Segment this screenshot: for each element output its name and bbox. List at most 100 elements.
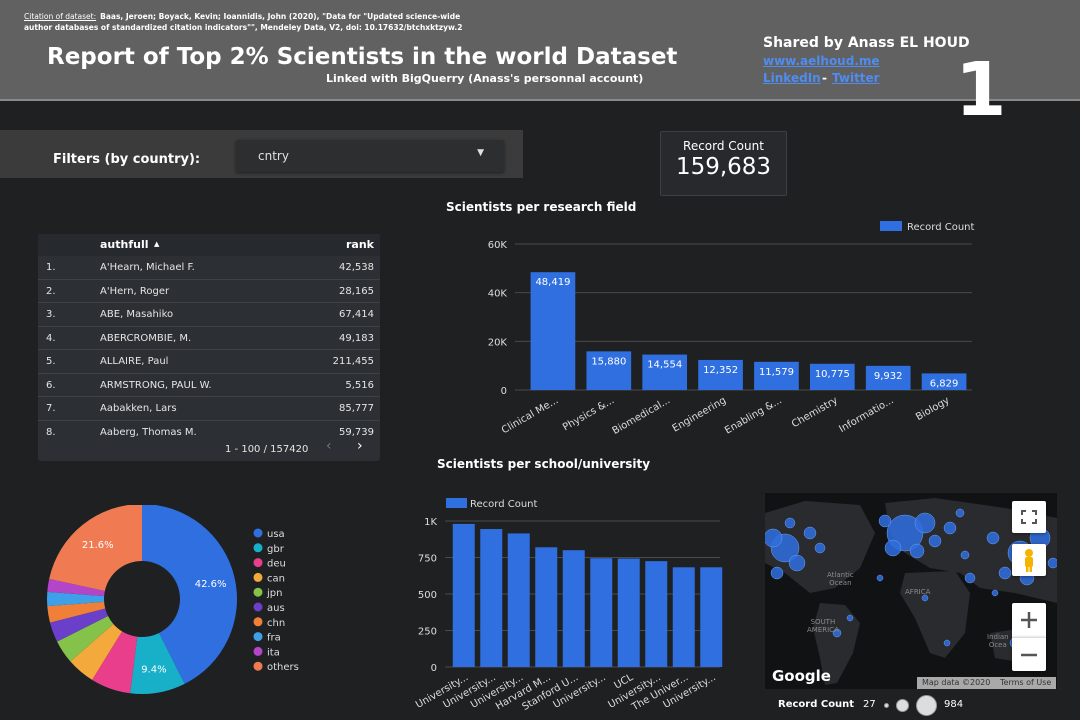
row-rank: 67,414 (339, 309, 374, 320)
bar (698, 359, 743, 390)
country-filter-dropdown[interactable]: cntry ▼ (236, 140, 504, 172)
row-name: A'Hern, Roger (100, 285, 170, 297)
row-name: ABERCROMBIE, M. (100, 332, 192, 344)
map-fullscreen-button[interactable] (1012, 501, 1046, 533)
row-rank: 59,739 (339, 426, 374, 438)
legend-dot (253, 528, 263, 538)
geo-bubble-map[interactable]: Atlantic Ocean AFRICA SOUTH AMERICA Indian… (765, 493, 1057, 689)
legend-label: ita (267, 647, 280, 658)
bar (586, 351, 632, 390)
bar (617, 558, 640, 667)
table-row[interactable]: 1. A'Hearn, Michael F. 42,538 (38, 256, 380, 280)
school-chart-title: Scientists per school/university (437, 457, 651, 471)
table-row[interactable]: 3. ABE, Masahiko 67,414 (38, 303, 380, 327)
bar-value-label: 12,352 (703, 365, 738, 376)
field-bar-chart: 0 20K 40K 60K Record Count 48,419 Clinical Me.… (488, 221, 975, 437)
website-link[interactable]: www.aelhoud.me (763, 54, 880, 68)
bar (452, 523, 475, 667)
bar-value-label: 15,880 (591, 356, 626, 367)
legend-dot (253, 602, 263, 612)
twitter-link[interactable]: Twitter (832, 71, 880, 85)
y-tick-label: 40K (488, 289, 508, 300)
table-row[interactable]: 8. Aaberg, Thomas M. 59,739 (38, 421, 380, 445)
table-row[interactable]: 5. ALLAIRE, Paul 211,455 (38, 350, 380, 374)
table-row[interactable]: 7. Aabakken, Lars 85,777 (38, 397, 380, 421)
legend-label: Record Count (907, 222, 975, 233)
legend-swatch (880, 221, 902, 231)
school-bar-chart: Record Count02505007501KUniversity...Uni… (414, 498, 723, 714)
chevron-down-icon: ▼ (477, 148, 484, 158)
legend-dot (253, 543, 263, 553)
legend-label: deu (267, 559, 286, 570)
slice-gbr (130, 632, 185, 694)
table-row[interactable]: 4. ABERCROMBIE, M. 49,183 (38, 327, 380, 350)
slice-value-label: 42.6% (195, 579, 227, 590)
citation-text: Baas, Jeroen; Boyack, Kevin; Ioannidis, … (24, 12, 463, 32)
map-bubbles (765, 508, 1057, 656)
shared-by-text: Shared by Anass EL HOUD (763, 35, 970, 51)
row-rank: 211,455 (332, 356, 374, 367)
country-filter-value: cntry (258, 149, 289, 163)
bubble-legend-big (916, 695, 937, 716)
row-index: 8. (46, 426, 56, 438)
citation-label[interactable]: Citation of dataset: (24, 12, 97, 21)
row-rank: 42,538 (339, 262, 374, 273)
table-row[interactable]: 6. ARMSTRONG, PAUL W. 5,516 (38, 374, 380, 397)
map-zoom-out-button[interactable] (1012, 637, 1046, 671)
slice-usa (142, 505, 237, 684)
sort-ascending-icon[interactable]: ▲ (154, 240, 160, 248)
column-header-rank[interactable]: rank (346, 238, 374, 251)
prev-page-button[interactable]: ‹ (326, 438, 332, 454)
row-index: 7. (46, 403, 56, 414)
y-tick-label: 0 (501, 386, 507, 397)
slice-chn (47, 601, 106, 623)
legend-label: Record Count (470, 499, 538, 510)
map-street-view-button[interactable] (1012, 544, 1046, 576)
row-index: 2. (46, 285, 56, 297)
row-rank: 85,777 (339, 403, 374, 414)
y-tick-label: 750 (418, 554, 437, 565)
x-tick-label: Chemistry (790, 395, 840, 430)
map-data-credit: Map data ©2020 (917, 677, 996, 689)
report-title: Report of Top 2% Scientists in the world… (47, 44, 678, 70)
scientist-table: authfull ▲ rank 1. A'Hearn, Michael F. 42,… (38, 234, 380, 461)
bar-value-label: 9,932 (874, 371, 903, 382)
map-terms-link[interactable]: Terms of Use (995, 677, 1057, 689)
legend-label: fra (267, 633, 281, 644)
row-rank: 28,165 (339, 285, 374, 297)
legend-label: aus (267, 603, 285, 614)
bar (809, 363, 855, 390)
slice-aus (49, 608, 109, 642)
y-tick-label: 60K (488, 240, 508, 251)
bar (865, 365, 911, 390)
x-tick-label: Physics &... (561, 395, 616, 433)
row-name: Aaberg, Thomas M. (100, 426, 197, 438)
x-tick-label: Informatio... (837, 395, 895, 435)
table-pagination: 1 - 100 / 157420 (225, 444, 309, 455)
y-tick-label: 500 (418, 590, 437, 601)
x-tick-label: Engineering (671, 395, 728, 435)
legend-label: chn (267, 618, 285, 629)
slice-jpn (57, 616, 114, 662)
bubble-legend-max: 984 (944, 699, 964, 710)
next-page-button[interactable]: › (357, 438, 363, 454)
linkedin-link[interactable]: LinkedIn (763, 71, 821, 85)
slice-value-label: 9.4% (141, 664, 166, 675)
report-subtitle: Linked with BigQuerry (Anass's personnal… (326, 72, 644, 85)
row-index: 1. (46, 262, 56, 273)
link-separator: - (822, 71, 827, 85)
bubble-legend-mid (896, 699, 909, 712)
legend-dot (253, 558, 263, 568)
row-index: 3. (46, 309, 56, 320)
bar-value-label: 48,419 (535, 277, 570, 288)
map-zoom-in-button[interactable] (1012, 603, 1046, 637)
table-row[interactable]: 2. A'Hern, Roger 28,165 (38, 280, 380, 303)
y-tick-label: 20K (488, 337, 508, 348)
column-header-authfull[interactable]: authfull (100, 238, 149, 251)
slice-deu (92, 631, 138, 694)
legend-dot (253, 661, 263, 671)
minus-icon (1021, 653, 1037, 657)
bubble-legend-small (884, 703, 889, 708)
record-count-scorecard: Record Count 159,683 (660, 131, 787, 196)
y-tick-label: 250 (418, 627, 437, 638)
